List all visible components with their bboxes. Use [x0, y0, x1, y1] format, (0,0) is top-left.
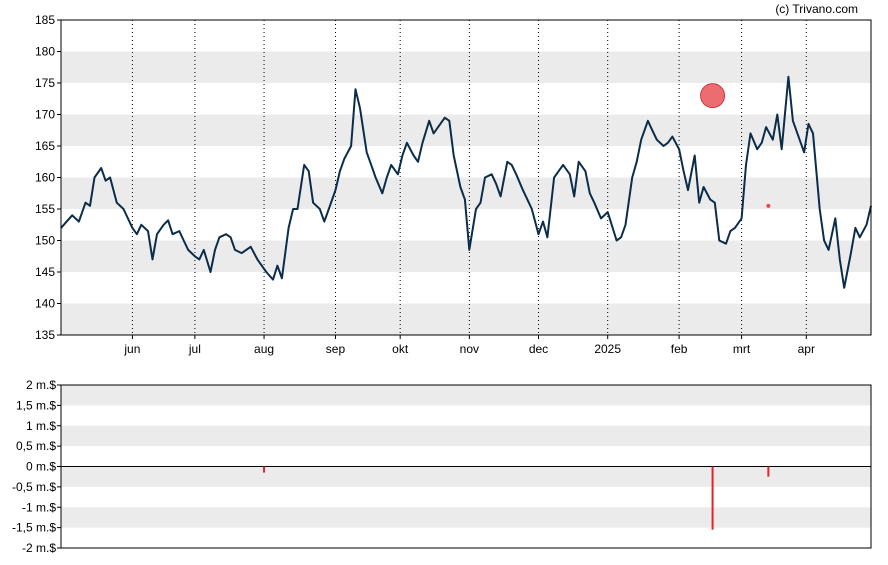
- credit-text: (c) Trivano.com: [775, 2, 858, 16]
- x-tick-label: apr: [798, 342, 815, 356]
- y-tick-label: 160: [35, 171, 55, 185]
- x-tick-label: jun: [123, 342, 140, 356]
- volume-band: [61, 507, 871, 528]
- y-tick-label: 185: [35, 13, 55, 27]
- volume-panel: 2 m.$ 1,5 m.$ 1 m.$ 0,5 m.$ 0 m.$ -0,5 m.$ -1 …: [12, 378, 872, 555]
- volume-y-tick-label: 1,5 m.$: [16, 398, 56, 412]
- volume-bands: [61, 385, 871, 528]
- y-tick-label: 180: [35, 45, 55, 59]
- x-tick-label: 2025: [594, 342, 621, 356]
- x-tick-label: jul: [188, 342, 201, 356]
- x-tick-label: feb: [671, 342, 688, 356]
- price-band: [61, 240, 871, 272]
- x-tick-label: okt: [392, 342, 409, 356]
- price-line: [60, 75, 872, 289]
- y-tick-label: 155: [35, 202, 55, 216]
- volume-y-tick-label: 0 m.$: [26, 460, 56, 474]
- x-tick-label: mrt: [733, 342, 751, 356]
- y-tick-label: 175: [35, 76, 55, 90]
- x-tick-label: sep: [326, 342, 346, 356]
- y-tick-label: 170: [35, 108, 55, 122]
- y-tick-label: 150: [35, 234, 55, 248]
- price-bands: [61, 51, 871, 335]
- volume-y-tick-label: -0,5 m.$: [12, 480, 56, 494]
- y-tick-label: 135: [35, 328, 55, 342]
- x-tick-label: aug: [254, 342, 274, 356]
- volume-y-tick-label: -1,5 m.$: [12, 521, 56, 535]
- volume-y-axis: 2 m.$ 1,5 m.$ 1 m.$ 0,5 m.$ 0 m.$ -0,5 m.$ -1 …: [12, 378, 61, 555]
- price-band: [61, 114, 871, 146]
- volume-y-tick-label: 0,5 m.$: [16, 439, 56, 453]
- volume-bars: [263, 466, 770, 530]
- y-tick-label: 140: [35, 297, 55, 311]
- price-marker-dot: [700, 83, 726, 109]
- volume-y-tick-label: 1 m.$: [26, 419, 56, 433]
- volume-band: [61, 466, 871, 487]
- x-tick-label: nov: [460, 342, 479, 356]
- volume-band: [61, 385, 871, 406]
- y-tick-label: 165: [35, 139, 55, 153]
- volume-band: [61, 425, 871, 447]
- price-panel: 185 180 175 170 165 160 155 150 145 140 135 jun jul…: [35, 13, 872, 356]
- price-y-axis: 185 180 175 170 165 160 155 150 145 140 135: [35, 13, 61, 342]
- x-tick-label: dec: [529, 342, 548, 356]
- price-x-axis: jun jul aug sep okt nov dec 2025 feb mrt apr: [123, 335, 815, 356]
- volume-y-tick-label: -2 m.$: [22, 541, 56, 555]
- volume-y-tick-label: -1 m.$: [22, 500, 56, 514]
- price-band: [61, 303, 871, 335]
- price-vertical-grid: [131, 20, 807, 335]
- y-tick-label: 145: [35, 265, 55, 279]
- price-marker-small-dot: [766, 203, 771, 208]
- price-band: [61, 51, 871, 83]
- volume-y-tick-label: 2 m.$: [26, 378, 56, 392]
